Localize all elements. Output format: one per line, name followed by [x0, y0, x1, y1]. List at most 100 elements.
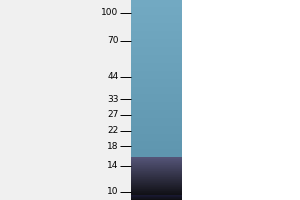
- Bar: [130, 82, 182, 83]
- Bar: [130, 140, 182, 141]
- Bar: [130, 48, 182, 49]
- Bar: [130, 181, 182, 182]
- Bar: [130, 15, 182, 16]
- Bar: [130, 169, 182, 170]
- Bar: [130, 193, 182, 194]
- Bar: [130, 164, 182, 165]
- Bar: [130, 111, 182, 112]
- Bar: [130, 71, 182, 72]
- Text: 10: 10: [107, 187, 118, 196]
- Bar: [130, 87, 182, 88]
- Bar: [130, 101, 182, 102]
- Bar: [130, 2, 182, 3]
- Bar: [130, 183, 182, 184]
- Bar: [130, 175, 182, 176]
- Bar: [130, 191, 182, 192]
- Bar: [130, 122, 182, 123]
- Bar: [130, 67, 182, 68]
- Bar: [130, 128, 182, 129]
- Bar: [130, 162, 182, 163]
- Bar: [130, 70, 182, 71]
- Bar: [130, 69, 182, 70]
- Bar: [130, 129, 182, 130]
- Bar: [130, 172, 182, 173]
- Bar: [130, 12, 182, 13]
- Bar: [130, 21, 182, 22]
- Bar: [130, 27, 182, 28]
- Bar: [130, 126, 182, 127]
- Bar: [130, 7, 182, 8]
- Bar: [130, 38, 182, 39]
- Bar: [130, 180, 182, 181]
- Bar: [130, 32, 182, 33]
- Bar: [130, 144, 182, 145]
- Bar: [130, 142, 182, 143]
- Bar: [130, 77, 182, 78]
- Bar: [130, 197, 182, 198]
- Bar: [130, 6, 182, 7]
- Bar: [130, 165, 182, 166]
- Bar: [130, 105, 182, 106]
- Bar: [130, 104, 182, 105]
- Bar: [130, 100, 182, 101]
- Bar: [130, 186, 182, 187]
- Bar: [130, 34, 182, 35]
- Bar: [130, 178, 182, 179]
- Bar: [130, 199, 182, 200]
- Text: 33: 33: [107, 95, 118, 104]
- Bar: [130, 159, 182, 160]
- Bar: [130, 20, 182, 21]
- Bar: [130, 151, 182, 152]
- Bar: [130, 41, 182, 42]
- Bar: [130, 130, 182, 131]
- Bar: [130, 23, 182, 24]
- Bar: [130, 125, 182, 126]
- Bar: [130, 85, 182, 86]
- Bar: [130, 170, 182, 171]
- Bar: [182, 0, 300, 200]
- Bar: [130, 39, 182, 40]
- Text: 70: 70: [107, 36, 118, 45]
- Bar: [130, 194, 182, 195]
- Bar: [130, 153, 182, 154]
- Bar: [130, 90, 182, 91]
- Bar: [130, 98, 182, 99]
- Bar: [130, 120, 182, 121]
- Bar: [130, 127, 182, 128]
- Bar: [130, 137, 182, 138]
- Bar: [130, 155, 182, 156]
- Bar: [130, 174, 182, 175]
- Text: 44: 44: [107, 72, 118, 81]
- Bar: [130, 110, 182, 111]
- Bar: [130, 107, 182, 108]
- Bar: [130, 132, 182, 133]
- Bar: [130, 83, 182, 84]
- Bar: [130, 152, 182, 153]
- Bar: [130, 51, 182, 52]
- Bar: [130, 131, 182, 132]
- Bar: [130, 65, 182, 66]
- Bar: [130, 189, 182, 190]
- Bar: [130, 149, 182, 150]
- Bar: [130, 121, 182, 122]
- Bar: [130, 66, 182, 67]
- Bar: [130, 76, 182, 77]
- Bar: [130, 133, 182, 134]
- Bar: [130, 58, 182, 59]
- Bar: [130, 91, 182, 92]
- Bar: [130, 143, 182, 144]
- Bar: [130, 60, 182, 61]
- Bar: [130, 64, 182, 65]
- Bar: [130, 30, 182, 31]
- Bar: [130, 108, 182, 109]
- Bar: [130, 35, 182, 36]
- Bar: [130, 146, 182, 147]
- Bar: [130, 93, 182, 94]
- Bar: [130, 36, 182, 37]
- Bar: [130, 166, 182, 167]
- Bar: [130, 112, 182, 113]
- Bar: [130, 123, 182, 124]
- Bar: [130, 9, 182, 10]
- Bar: [130, 116, 182, 117]
- Bar: [130, 92, 182, 93]
